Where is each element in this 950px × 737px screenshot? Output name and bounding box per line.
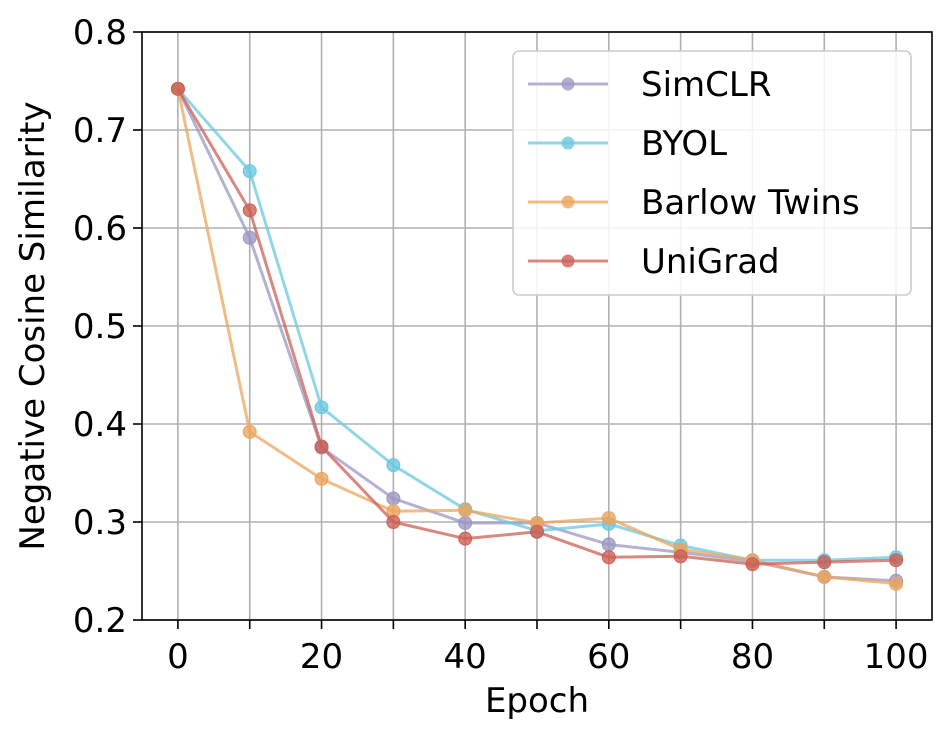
data-point-byol [314,400,329,415]
data-point-unigrad [170,81,185,96]
data-point-unigrad [242,203,257,218]
x-tick-label: 40 [444,637,487,677]
legend-item-simclr: SimCLR [528,65,771,105]
legend-box [512,50,912,296]
y-tick-label: 0.3 [73,503,127,543]
legend-item-byol: BYOL [528,124,727,164]
data-point-barlow-twins [314,471,329,486]
data-point-unigrad [458,531,473,546]
data-point-unigrad [601,550,616,565]
legend-label: BYOL [641,124,727,164]
x-tick-label: 80 [731,637,774,677]
data-point-barlow-twins [242,424,257,439]
data-point-unigrad [745,557,760,572]
data-point-byol [386,458,401,473]
x-axis-label: Epoch [485,681,589,721]
legend-swatch-marker [561,195,575,209]
y-tick-label: 0.5 [73,307,127,347]
data-point-unigrad [889,553,904,568]
data-point-unigrad [530,524,544,539]
data-point-unigrad [817,555,832,570]
x-tick-label: 0 [167,637,189,677]
legend-swatch-marker [561,254,575,268]
x-tick-label: 60 [587,637,630,677]
legend-label: UniGrad [641,242,780,282]
data-point-unigrad [314,439,329,454]
data-point-unigrad [673,549,688,564]
x-tick-label: 20 [300,637,343,677]
y-tick-label: 0.7 [73,111,127,151]
data-point-unigrad [386,515,401,529]
series-unigrad [170,81,904,572]
y-tick-label: 0.2 [73,601,127,641]
y-tick-label: 0.4 [73,405,127,445]
data-point-barlow-twins [889,576,904,591]
data-point-barlow-twins [458,503,473,518]
legend: SimCLR BYOL Barlow Twins UniGrad [512,50,912,296]
legend-item-unigrad: UniGrad [528,242,780,282]
data-point-simclr [458,515,473,530]
series-group [170,81,904,591]
y-tick-label: 0.6 [73,209,127,249]
legend-label: SimCLR [641,65,771,105]
data-point-byol [242,164,257,179]
y-tick-label: 0.8 [73,13,127,53]
ticks: 0 20 40 60 80 100 0.2 0.3 0.4 0.5 0.6 0.7 0.8 [73,13,929,677]
legend-item-barlow-twins: Barlow Twins [528,183,860,223]
legend-swatch-marker [561,77,575,91]
data-point-barlow-twins [601,511,616,526]
x-tick-label: 100 [864,637,929,677]
data-point-simclr [242,230,257,245]
data-point-simclr [386,491,401,506]
data-point-barlow-twins [817,569,832,584]
legend-label: Barlow Twins [641,183,860,223]
y-axis-label: Negative Cosine Similarity [13,101,53,550]
legend-swatch-marker [561,136,575,150]
data-point-simclr [601,537,616,552]
